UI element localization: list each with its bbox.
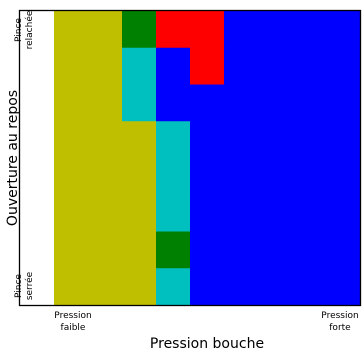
- x-axis-label: Pression bouche: [150, 336, 264, 350]
- x-tick-label-left: Pression faible: [54, 311, 91, 333]
- heatmap-cell: [88, 158, 123, 196]
- heatmap-cell: [122, 84, 157, 122]
- x-tick-left-line-1: Pression: [54, 311, 91, 321]
- heatmap-cell: [122, 158, 157, 196]
- heatmap-cell: [88, 231, 123, 269]
- heatmap-cell: [224, 194, 259, 233]
- heatmap-cell: [190, 121, 225, 159]
- heatmap-cell: [54, 231, 89, 269]
- heatmap-cell: [292, 194, 327, 233]
- heatmap-cell: [88, 11, 123, 49]
- y-tick-label-bottom: Pince serrée: [14, 271, 35, 300]
- heatmap-cell: [224, 268, 259, 306]
- heatmap-cell: [258, 158, 293, 196]
- heatmap-cell: [292, 11, 327, 49]
- heatmap-cell: [122, 194, 157, 233]
- heatmap-cell: [54, 194, 89, 233]
- heatmap-cell: [190, 268, 225, 306]
- heatmap-cell: [224, 231, 259, 269]
- heatmap-cell: [190, 158, 225, 196]
- heatmap-cell: [54, 84, 89, 122]
- heatmap-cell: [122, 268, 157, 306]
- heatmap-cell: [326, 47, 361, 86]
- heatmap-cell: [258, 231, 293, 269]
- heatmap-cell: [224, 158, 259, 196]
- heatmap-cell: [190, 84, 225, 122]
- heatmap-cell: [122, 47, 157, 86]
- heatmap-cell: [122, 231, 157, 269]
- heatmap-cell: [190, 194, 225, 233]
- heatmap-cell: [258, 121, 293, 159]
- y-axis-label: Ouverture au repos: [5, 90, 21, 226]
- heatmap-cell: [88, 121, 123, 159]
- heatmap-cell: [326, 268, 361, 306]
- y-tick-top-line-2: relachée: [24, 10, 35, 49]
- heatmap-cell: [156, 194, 191, 233]
- heatmap-cell: [122, 121, 157, 159]
- heatmap-cell: [258, 268, 293, 306]
- heatmap-cell: [54, 158, 89, 196]
- heatmap-cell: [292, 121, 327, 159]
- heatmap-cell: [88, 84, 123, 122]
- heatmap-cell: [54, 121, 89, 159]
- heatmap-cell: [326, 194, 361, 233]
- heatmap-cells: [54, 11, 361, 306]
- x-tick-right-line-2: forte: [329, 323, 351, 333]
- heatmap-cell: [326, 84, 361, 122]
- heatmap-cell: [292, 47, 327, 86]
- heatmap-cell: [224, 121, 259, 159]
- heatmap-cell: [292, 84, 327, 122]
- heatmap-cell: [224, 47, 259, 86]
- heatmap-cell: [88, 268, 123, 306]
- heatmap-cell: [292, 158, 327, 196]
- heatmap-cell: [156, 121, 191, 159]
- y-tick-bottom-line-2: serrée: [24, 271, 35, 300]
- heatmap-cell: [156, 47, 191, 86]
- heatmap-cell: [190, 11, 225, 49]
- heatmap-cell: [54, 11, 89, 49]
- heatmap-cell: [122, 11, 157, 49]
- heatmap-cell: [224, 84, 259, 122]
- plot-frame: [18, 9, 362, 307]
- heatmap-cell: [224, 11, 259, 49]
- heatmap-cell: [88, 47, 123, 86]
- heatmap-cell: [88, 194, 123, 233]
- x-tick-left-line-2: faible: [61, 323, 86, 333]
- heatmap-cell: [258, 84, 293, 122]
- heatmap-cell: [190, 231, 225, 269]
- heatmap-cell: [156, 268, 191, 306]
- heatmap-cell: [258, 47, 293, 86]
- y-tick-top-line-1: Pince: [14, 18, 24, 42]
- x-tick-label-right: Pression forte: [321, 311, 358, 333]
- heatmap-cell: [54, 47, 89, 86]
- heatmap-cell: [156, 84, 191, 122]
- y-tick-bottom-line-1: Pince: [14, 274, 24, 298]
- heatmap-cell: [326, 158, 361, 196]
- heatmap-cell: [54, 268, 89, 306]
- heatmap-cell: [258, 194, 293, 233]
- heatmap-cell: [190, 47, 225, 86]
- heatmap-cell: [292, 268, 327, 306]
- heatmap-cell: [292, 231, 327, 269]
- heatmap-cell: [326, 121, 361, 159]
- heatmap-cell: [156, 11, 191, 49]
- heatmap-cell: [326, 231, 361, 269]
- heatmap-cell: [326, 11, 361, 49]
- heatmap-cell: [156, 158, 191, 196]
- y-tick-label-top: Pince relachée: [14, 10, 35, 49]
- x-tick-right-line-1: Pression: [321, 311, 358, 321]
- heatmap-cell: [156, 231, 191, 269]
- heatmap-cell: [258, 11, 293, 49]
